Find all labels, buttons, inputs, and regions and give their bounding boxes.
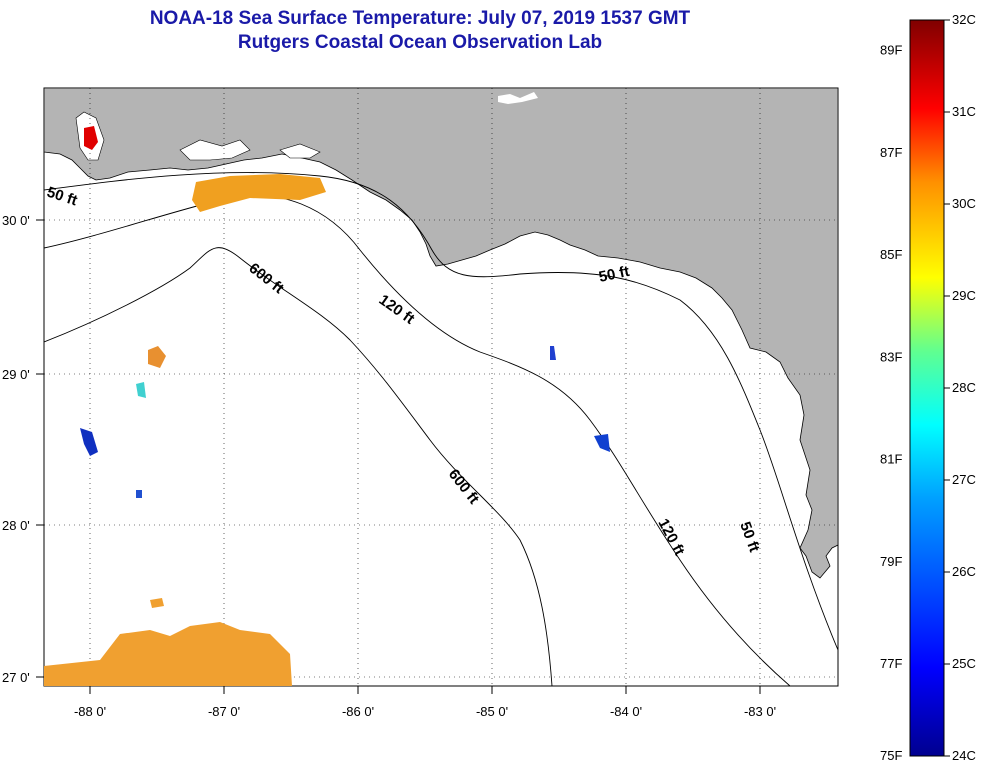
- colorbar-celsius-labels: 32C 31C 30C 29C 28C 27C 26C 25C 24C: [952, 12, 976, 763]
- contour-label: 50 ft: [597, 263, 631, 286]
- colorbar-fahrenheit-label: 83F: [880, 349, 902, 364]
- sst-patch-blue: [80, 428, 98, 456]
- colorbar-celsius-label: 28C: [952, 380, 976, 395]
- colorbar-fahrenheit-label: 85F: [880, 247, 902, 262]
- sst-patch-blue-2: [136, 490, 142, 498]
- lon-label: -88 0': [74, 704, 106, 719]
- sst-patch-blue-3: [550, 346, 556, 360]
- colorbar-ticks: [944, 19, 950, 757]
- lon-label: -87 0': [208, 704, 240, 719]
- axis-ticks: [36, 219, 761, 694]
- sst-patch-warm-south: [44, 622, 292, 686]
- colorbar-celsius-label: 27C: [952, 472, 976, 487]
- lat-label: 29 0': [2, 367, 30, 382]
- sst-patch-warm-dot: [150, 598, 164, 608]
- colorbar-fahrenheit-label: 89F: [880, 43, 902, 58]
- sst-patch-blue-4: [594, 434, 610, 452]
- lon-label: -85 0': [476, 704, 508, 719]
- colorbar-celsius-label: 31C: [952, 104, 976, 119]
- colorbar-fahrenheit-label: 87F: [880, 145, 902, 160]
- colorbar-celsius-label: 25C: [952, 656, 976, 671]
- contour-50ft: [44, 172, 838, 651]
- colorbar-fahrenheit-label: 77F: [880, 656, 902, 671]
- lon-label: -86 0': [342, 704, 374, 719]
- island: [498, 92, 538, 104]
- map-title: NOAA-18 Sea Surface Temperature: July 07…: [149, 8, 691, 29]
- colorbar-celsius-label: 29C: [952, 288, 976, 303]
- colorbar-fahrenheit-labels: 89F 87F 85F 83F 81F 79F 77F 75F: [880, 43, 902, 763]
- lat-label: 28 0': [2, 518, 30, 533]
- bay: [279, 143, 321, 159]
- lon-label: -83 0': [744, 704, 776, 719]
- bay: [179, 139, 251, 161]
- sst-patch-warm: [192, 174, 326, 212]
- colorbar-fahrenheit-label: 79F: [880, 554, 902, 569]
- map-subtitle: Rutgers Coastal Ocean Observation Lab: [237, 32, 603, 53]
- colorbar-fahrenheit-label: 75F: [880, 748, 902, 763]
- colorbar-celsius-label: 32C: [952, 12, 976, 27]
- sst-patch-warm-2: [148, 346, 166, 368]
- lat-label: 27 0': [2, 670, 30, 685]
- lon-label: -84 0': [610, 704, 642, 719]
- colorbar-celsius-label: 24C: [952, 748, 976, 763]
- land-mass: [44, 88, 838, 579]
- colorbar-celsius-label: 30C: [952, 196, 976, 211]
- colorbar: [909, 19, 945, 757]
- sst-patch-cyan: [136, 382, 146, 398]
- sst-patch-hot: [84, 126, 98, 150]
- colorbar-fahrenheit-label: 81F: [880, 452, 902, 467]
- lat-label: 30 0': [2, 213, 30, 228]
- contour-600ft: [44, 247, 553, 686]
- colorbar-celsius-label: 26C: [952, 564, 976, 579]
